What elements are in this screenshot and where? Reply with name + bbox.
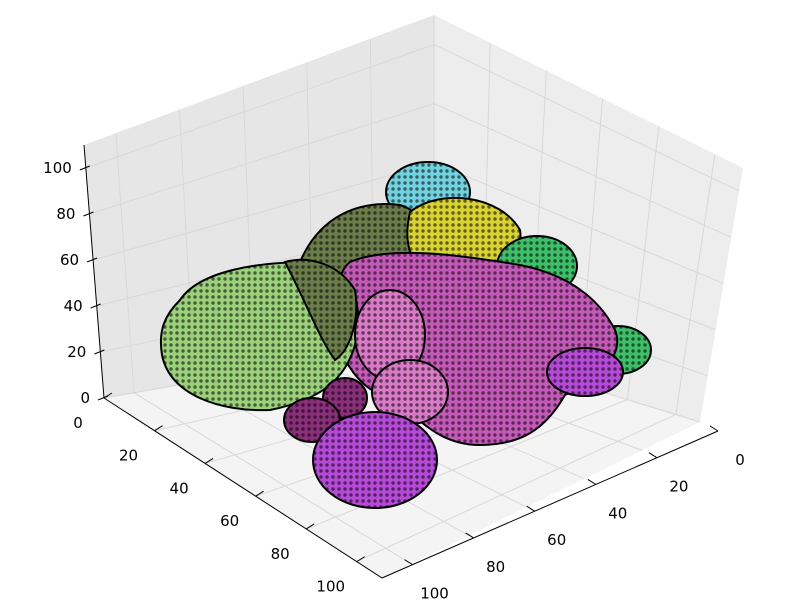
- x-tick-label: 0: [735, 451, 745, 469]
- purple-blob-front-mesh-overlay: [313, 412, 437, 508]
- x-tick-mark: [710, 426, 718, 431]
- y-tick-label: 40: [170, 479, 189, 497]
- z-tick-label: 100: [43, 159, 72, 177]
- z-tick-label: 0: [80, 389, 90, 407]
- z-tick-label: 60: [60, 251, 79, 269]
- x-tick-mark: [527, 506, 535, 511]
- x-tick-label: 20: [669, 478, 688, 496]
- x-tick-label: 80: [486, 558, 505, 576]
- x-tick-mark: [588, 479, 596, 484]
- z-tick-label: 80: [56, 205, 75, 223]
- y-tick-label: 60: [220, 512, 239, 530]
- y-tick-label: 20: [119, 447, 138, 465]
- z-tick-label: 20: [67, 343, 86, 361]
- z-tick-label: 40: [64, 297, 83, 315]
- x-tick-mark: [649, 453, 657, 458]
- x-tick-label: 40: [608, 504, 627, 522]
- purple-blob-right-mesh-overlay: [547, 348, 623, 396]
- y-tick-label: 0: [73, 414, 83, 432]
- x-tick-label: 60: [547, 531, 566, 549]
- y-tick-label: 100: [316, 578, 345, 596]
- y-tick-label: 80: [271, 545, 290, 563]
- x-tick-label: 100: [420, 585, 449, 600]
